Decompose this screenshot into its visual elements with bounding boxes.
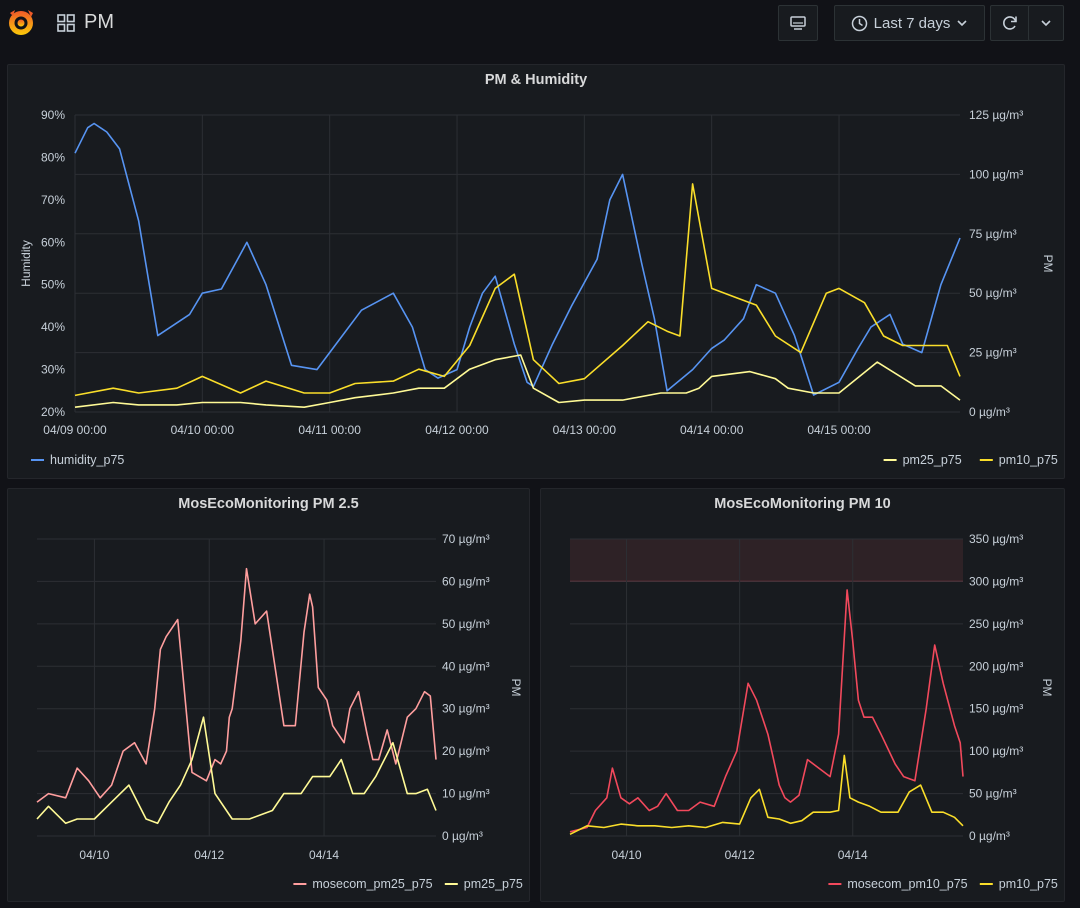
chevron-down-icon [1041, 20, 1051, 27]
y-tick-label-right: 100 µg/m³ [969, 744, 1023, 758]
dashboard-title[interactable]: PM [84, 11, 114, 33]
y-tick-label-left: 60% [41, 235, 65, 249]
threshold-band [570, 539, 963, 582]
legend-label: pm10_p75 [999, 877, 1058, 891]
y-axis-label-left: Humidity [19, 240, 33, 287]
pm25-chart[interactable]: 70 µg/m³ 60 µg/m³ 50 µg/m³ 40 µg/m³ 30 µg/m³… [8, 489, 531, 903]
series-line-pm10_p75 [569, 754, 964, 836]
y-tick-label-left: 50% [41, 278, 65, 292]
panel-title[interactable]: MosEcoMonitoring PM 10 [714, 496, 891, 512]
x-tick-label: 04/13 00:00 [553, 423, 617, 437]
y-tick-label-right: 50 µg/m³ [442, 617, 490, 631]
y-tick-label-right: 60 µg/m³ [442, 574, 490, 588]
top-navbar: PM Last 7 days [0, 0, 1080, 48]
legend-item[interactable]: mosecom_pm25_p75 [293, 877, 433, 891]
series-line-mosecom_pm25_p75 [36, 567, 437, 803]
x-tick-label: 04/10 00:00 [171, 423, 235, 437]
y-tick-label-right: 25 µg/m³ [969, 346, 1017, 360]
y-tick-label-right: 100 µg/m³ [969, 167, 1023, 181]
y-tick-label-right: 40 µg/m³ [442, 659, 490, 673]
x-tick-label: 04/10 [79, 848, 109, 862]
y-tick-label-right: 300 µg/m³ [969, 574, 1023, 588]
series-line-pm10_p75 [74, 183, 961, 397]
x-tick-label: 04/12 00:00 [425, 423, 489, 437]
grafana-logo-icon[interactable] [4, 5, 38, 39]
y-tick-label-right: 50 µg/m³ [969, 286, 1017, 300]
y-tick-label-left: 20% [41, 405, 65, 419]
y-tick-label-right: 70 µg/m³ [442, 532, 490, 546]
legend-label: mosecom_pm25_p75 [312, 877, 432, 891]
y-tick-label-right: 200 µg/m³ [969, 659, 1023, 673]
legend-item[interactable]: pm10_p75 [979, 877, 1058, 891]
y-tick-label-left: 70% [41, 193, 65, 207]
y-axis-label-right: PM [1041, 255, 1055, 273]
legend-item[interactable]: pm25_p75 [883, 453, 962, 467]
y-tick-label-right: 30 µg/m³ [442, 702, 490, 716]
x-tick-label: 04/14 [309, 848, 339, 862]
x-tick-label: 04/09 00:00 [43, 423, 107, 437]
chevron-down-icon [957, 20, 967, 27]
y-tick-label-right: 10 µg/m³ [442, 787, 490, 801]
y-tick-label-right: 350 µg/m³ [969, 532, 1023, 546]
x-tick-label: 04/15 00:00 [807, 423, 871, 437]
refresh-icon [1003, 16, 1017, 30]
tv-mode-icon [790, 16, 806, 30]
legend-label: humidity_p75 [50, 453, 124, 467]
y-tick-label-right: 0 µg/m³ [969, 405, 1010, 419]
legend-label: pm25_p75 [903, 453, 962, 467]
y-axis-label-right: PM [509, 679, 523, 697]
y-tick-label-right: 0 µg/m³ [969, 829, 1010, 843]
y-tick-label-right: 250 µg/m³ [969, 617, 1023, 631]
panel-pm25: MosEcoMonitoring PM 2.5 70 µg/m³ 60 µg/m³… [7, 488, 530, 902]
legend-label: pm25_p75 [464, 877, 523, 891]
series-line-pm25_p75 [74, 354, 961, 409]
y-tick-label-left: 90% [41, 108, 65, 122]
x-tick-label: 04/10 [612, 848, 642, 862]
y-tick-label-left: 30% [41, 363, 65, 377]
refresh-button[interactable] [990, 5, 1030, 41]
panel-pm10: MosEcoMonitoring PM 10 350 µg/m³ 300 µg/m… [540, 488, 1065, 902]
legend-label: pm10_p75 [999, 453, 1058, 467]
y-axis-label-right: PM [1040, 679, 1054, 697]
legend-item[interactable]: humidity_p75 [31, 453, 124, 467]
time-range-picker[interactable]: Last 7 days [834, 5, 985, 41]
x-tick-label: 04/12 [194, 848, 224, 862]
y-tick-label-right: 50 µg/m³ [969, 787, 1017, 801]
y-tick-label-left: 80% [41, 150, 65, 164]
tv-mode-button[interactable] [778, 5, 818, 41]
series-line-humidity_p75 [74, 122, 961, 396]
y-tick-label-right: 0 µg/m³ [442, 829, 483, 843]
series-line-mosecom_pm10_p75 [569, 589, 964, 833]
y-tick-label-right: 20 µg/m³ [442, 744, 490, 758]
legend-item[interactable]: pm10_p75 [979, 453, 1058, 467]
pm-humidity-chart[interactable]: 125 µg/m³ 100 µg/m³ 75 µg/m³ 50 µg/m³ 25 µg/… [8, 65, 1066, 480]
x-tick-label: 04/14 [838, 848, 868, 862]
panel-pm-humidity: PM & Humidity 125 µg/m³ 100 µg/m³ 75 µg/m³… [7, 64, 1065, 479]
panel-title[interactable]: PM & Humidity [484, 72, 588, 88]
series-line-pm25_p75 [36, 716, 437, 825]
dashboards-grid-icon[interactable] [56, 13, 76, 33]
clock-icon [851, 15, 867, 31]
x-tick-label: 04/12 [725, 848, 755, 862]
y-tick-label-left: 40% [41, 320, 65, 334]
legend-label: mosecom_pm10_p75 [847, 877, 967, 891]
refresh-interval-dropdown[interactable] [1028, 5, 1064, 41]
y-tick-label-right: 75 µg/m³ [969, 227, 1017, 241]
pm10-chart[interactable]: 350 µg/m³ 300 µg/m³ 250 µg/m³ 200 µg/m³ 150 … [541, 489, 1066, 903]
time-range-label: Last 7 days [873, 14, 951, 32]
x-tick-label: 04/14 00:00 [680, 423, 744, 437]
legend-item[interactable]: pm25_p75 [444, 877, 523, 891]
legend-item[interactable]: mosecom_pm10_p75 [828, 877, 968, 891]
y-tick-label-right: 125 µg/m³ [969, 108, 1023, 122]
y-tick-label-right: 150 µg/m³ [969, 702, 1023, 716]
x-tick-label: 04/11 00:00 [298, 423, 361, 437]
panel-title[interactable]: MosEcoMonitoring PM 2.5 [178, 496, 359, 512]
